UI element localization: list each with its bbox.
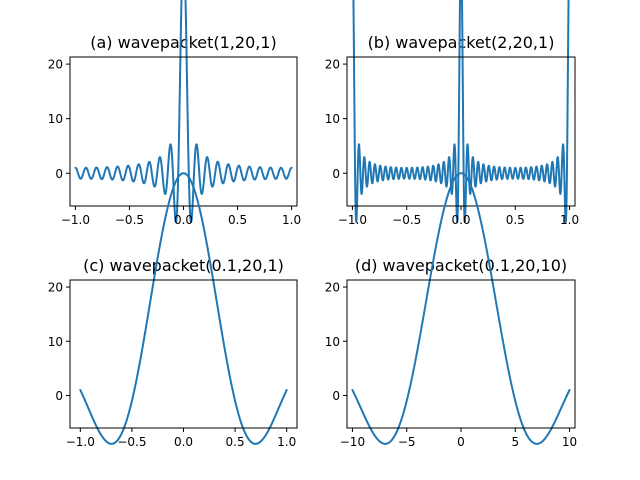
series-line [351, 172, 571, 445]
axes-frame [69, 279, 298, 429]
x-tick-label: 0.5 [506, 213, 525, 227]
x-tick-label: −5 [398, 435, 416, 449]
x-tick-label: −1.0 [61, 213, 90, 227]
axes-layer: −1.0 −0.5 0.0 0.5 1.0 0 10 20 [325, 0, 579, 227]
x-tick-label: −10 [340, 435, 365, 449]
subplot-d: (d) wavepacket(0.1,20,10) −10 −5 0 5 10 0 10 20 [325, 172, 577, 449]
y-tick-label: 0 [55, 167, 63, 181]
x-tick-label: 0 [457, 435, 465, 449]
subplot-title: (a) wavepacket(1,20,1) [90, 33, 277, 52]
axes-layer: −10 −5 0 5 10 0 10 20 [325, 172, 577, 449]
x-tick-label: −1.0 [338, 213, 367, 227]
series-line [74, 0, 293, 223]
y-tick-label: 0 [55, 389, 63, 403]
y-tick-label: 0 [332, 389, 340, 403]
x-tick-label: 0.5 [226, 435, 245, 449]
x-tick-label: 1.0 [560, 213, 579, 227]
y-tick-label: 20 [48, 281, 63, 295]
y-tick-label: 20 [48, 58, 63, 72]
x-tick-label: 5 [511, 435, 519, 449]
x-tick-label: 1.0 [277, 435, 296, 449]
subplot-title: (d) wavepacket(0.1,20,10) [355, 256, 567, 275]
y-tick-label: 0 [332, 167, 340, 181]
axes-frame [69, 56, 298, 207]
series-line [79, 172, 288, 445]
x-tick-label: 0.0 [174, 435, 193, 449]
x-tick-label: −0.5 [117, 435, 146, 449]
x-tick-label: 0.0 [451, 213, 470, 227]
x-tick-label: 0.5 [228, 213, 247, 227]
x-tick-label: −0.5 [392, 213, 421, 227]
axes-layer: −1.0 −0.5 0.0 0.5 1.0 0 10 20 [48, 172, 298, 449]
y-tick-label: 20 [325, 281, 340, 295]
subplot-title: (c) wavepacket(0.1,20,1) [83, 256, 284, 275]
x-tick-label: −0.5 [115, 213, 144, 227]
y-tick-label: 10 [48, 112, 63, 126]
y-tick-label: 10 [325, 112, 340, 126]
x-tick-label: 1.0 [282, 213, 301, 227]
axes-frame [346, 279, 576, 429]
subplot-b: (b) wavepacket(2,20,1) −1.0 −0.5 0.0 0.5 1.0… [325, 0, 579, 227]
axes-layer: −1.0 −0.5 0.0 0.5 1.0 0 10 20 [48, 0, 301, 227]
subplot-title: (b) wavepacket(2,20,1) [368, 33, 555, 52]
x-tick-label: 10 [562, 435, 577, 449]
y-tick-label: 10 [48, 335, 63, 349]
subplot-a: (a) wavepacket(1,20,1) −1.0 −0.5 0.0 0.5 1.0… [48, 0, 301, 227]
x-tick-label: 0.0 [174, 213, 193, 227]
axes-frame [346, 56, 576, 207]
subplot-c: (c) wavepacket(0.1,20,1) −1.0 −0.5 0.0 0.5 1… [48, 172, 298, 449]
y-tick-label: 10 [325, 335, 340, 349]
x-tick-label: −1.0 [66, 435, 95, 449]
series-line [352, 0, 570, 223]
y-tick-label: 20 [325, 58, 340, 72]
